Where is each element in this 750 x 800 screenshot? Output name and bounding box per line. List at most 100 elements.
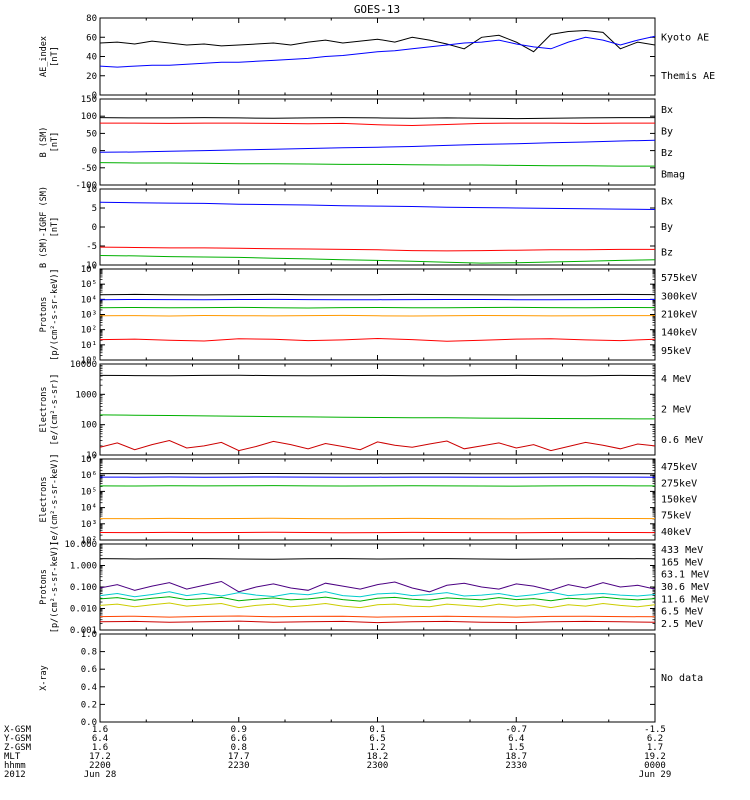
y-tick-label: 10⁰ xyxy=(81,356,97,366)
y-axis-label: [e/(cm²-s-sr-keV)] xyxy=(50,453,60,545)
panel-ae-index: 80 60 40 20 0 Kyoto AE Themis AE AE_index [nT] xyxy=(39,14,715,101)
legend-bx: Bx xyxy=(661,105,673,116)
series-95kev xyxy=(100,293,655,296)
legend-6.5-mev: 6.5 MeV xyxy=(661,607,703,618)
ephemeris-value: 19.2 xyxy=(644,752,666,762)
series-bx xyxy=(100,139,655,153)
ephemeris-row-label: hhmm xyxy=(4,761,26,771)
ephemeris-value: 0.8 xyxy=(231,743,247,753)
y-axis-label: Protons xyxy=(39,569,49,605)
legend-300kev: 300keV xyxy=(661,291,697,302)
ephemeris-value: 6.2 xyxy=(647,734,663,744)
y-axis-label: AE_index xyxy=(39,36,49,77)
legend-0.6-mev: 0.6 MeV xyxy=(661,435,703,446)
ephemeris-value: 1.5 xyxy=(508,743,524,753)
legend-75kev: 75keV xyxy=(661,511,691,522)
y-tick-label: -5 xyxy=(86,242,97,252)
y-tick-label: -10 xyxy=(81,261,97,271)
y-tick-label: 10² xyxy=(81,326,97,336)
y-tick-label: 10³ xyxy=(81,520,97,530)
y-tick-label: 10⁵ xyxy=(81,487,97,497)
legend-themis-ae: Themis AE xyxy=(661,71,715,82)
series-300kev xyxy=(100,314,655,317)
panel-electrons-kev-frame xyxy=(99,458,656,541)
panel-electrons-mev: 10000 1000 100 10 4 MeV 2 MeV 0.6 MeV Electrons… xyxy=(39,360,703,461)
series-2-mev xyxy=(100,414,655,420)
ephemeris-value: 0000 xyxy=(644,761,666,771)
y-tick-label: 10⁴ xyxy=(81,295,97,305)
legend-140kev: 140keV xyxy=(661,328,697,339)
legend-by: By xyxy=(661,222,673,233)
panel-electrons-kev: 10⁷ 10⁶ 10⁵ 10⁴ 10³ 10² 475keV 275keV 150keV 75ke… xyxy=(39,453,697,546)
y-axis-label: [p/(cm²-s-sr-keV)] xyxy=(50,268,60,360)
series-by xyxy=(100,255,655,264)
y-axis-label: B (SM) xyxy=(39,127,49,158)
legend-11.6-mev: 11.6 MeV xyxy=(661,594,709,605)
ephemeris-value: 6.4 xyxy=(92,734,108,744)
series-bx xyxy=(100,201,655,210)
legend-bmag: Bmag xyxy=(661,169,685,180)
y-tick-label: 10⁶ xyxy=(81,265,97,275)
y-tick-label: 80 xyxy=(86,14,97,24)
legend-150kev: 150keV xyxy=(661,495,697,506)
y-tick-label: 0.6 xyxy=(81,665,97,675)
ephemeris-value: Jun 29 xyxy=(639,770,672,780)
ephemeris-row-label: Z-GSM xyxy=(4,743,32,753)
y-tick-label: 100 xyxy=(81,112,97,122)
series-275kev xyxy=(100,517,655,520)
ephemeris-value: 2300 xyxy=(367,761,389,771)
legend-bz: Bz xyxy=(661,247,673,258)
ephemeris-value: 2230 xyxy=(228,761,250,771)
legend-165-mev: 165 MeV xyxy=(661,557,703,568)
y-tick-label: 50 xyxy=(86,129,97,139)
series-165-mev xyxy=(100,615,655,618)
series-bmag xyxy=(100,117,655,120)
y-tick-label: 0.0 xyxy=(81,718,97,728)
legend-kyoto-ae: Kyoto AE xyxy=(661,32,709,43)
y-tick-label: 40 xyxy=(86,53,97,63)
legend-275kev: 275keV xyxy=(661,478,697,489)
panel-protons-kev: 10⁶ 10⁵ 10⁴ 10³ 10² 10¹ 10⁰ 575keV 300keV 210keV 1… xyxy=(39,265,697,366)
y-axis-label: X-ray xyxy=(39,665,49,691)
ephemeris-value: 18.7 xyxy=(505,752,527,762)
y-axis-label: [p/(cm²-s-sr-keV)] xyxy=(50,541,60,633)
ephemeris-value: 1.7 xyxy=(647,743,663,753)
y-tick-label: 10¹ xyxy=(81,341,97,351)
panel-ae-index-frame xyxy=(99,17,656,96)
ephemeris-value: 6.6 xyxy=(231,734,247,744)
y-axis-label: [nT] xyxy=(50,46,60,66)
ephemeris-value: 1.6 xyxy=(92,743,108,753)
chart-title: GOES-13 xyxy=(354,3,400,16)
y-tick-label: 20 xyxy=(86,72,97,82)
series-kyoto-ae xyxy=(100,35,655,68)
legend-433-mev: 433 MeV xyxy=(661,545,703,556)
y-tick-label: 10⁶ xyxy=(81,471,97,481)
ephemeris-row-label: X-GSM xyxy=(4,725,32,735)
legend-bz: Bz xyxy=(661,148,673,159)
legend-4-mev: 4 MeV xyxy=(661,374,691,385)
ephemeris-value: 6.5 xyxy=(369,734,385,744)
y-tick-label: 5 xyxy=(92,204,97,214)
y-tick-label: 10000 xyxy=(70,360,97,370)
y-tick-label: 10.000 xyxy=(64,540,97,550)
ephemeris-row-label: 2012 xyxy=(4,770,26,780)
ephemeris-value: 0.1 xyxy=(369,725,385,735)
legend-63.1-mev: 63.1 MeV xyxy=(661,570,709,581)
series-30.6-mev xyxy=(100,596,655,602)
series-0.6-mev xyxy=(100,374,655,377)
series-bz xyxy=(100,246,655,252)
y-axis-label: Protons xyxy=(39,297,49,333)
y-tick-label: 0.8 xyxy=(81,648,97,658)
ephemeris-value: 2200 xyxy=(89,761,111,771)
y-tick-label: 100 xyxy=(81,421,97,431)
y-tick-label: 0.001 xyxy=(70,626,97,636)
y-tick-label: 0.010 xyxy=(70,605,97,615)
legend-95kev: 95keV xyxy=(661,346,691,357)
y-axis-label: Electrons xyxy=(39,476,49,522)
ephemeris-value: 1.6 xyxy=(92,725,108,735)
y-tick-label: 10⁷ xyxy=(81,455,97,465)
legend-40kev: 40keV xyxy=(661,527,691,538)
